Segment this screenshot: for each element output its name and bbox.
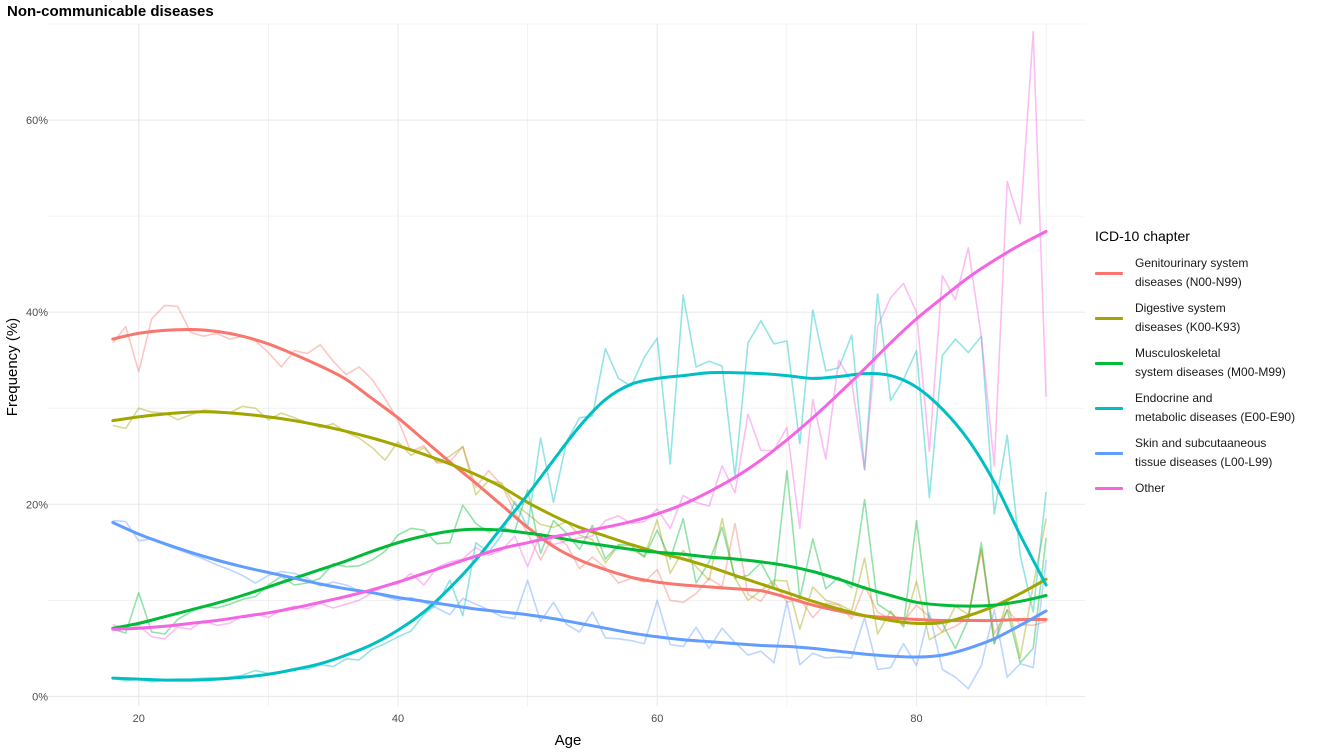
legend-swatch <box>1095 451 1123 455</box>
legend-item: Endocrine and metabolic diseases (E00-E90… <box>1095 389 1323 427</box>
series-1-raw-line <box>112 405 1047 659</box>
chart-title: Non-communicable diseases <box>7 3 214 20</box>
x-tick-label: 60 <box>651 713 663 725</box>
legend-swatch <box>1095 487 1123 490</box>
y-tick-label: 0% <box>32 691 48 703</box>
series-4-raw-line <box>112 519 1047 690</box>
legend-label: Other <box>1135 481 1166 495</box>
legend-item: Digestive system diseases (K00-K93) <box>1095 299 1323 337</box>
series-3-trend-line <box>111 370 1048 682</box>
series-5-raw-line <box>112 30 1047 640</box>
legend-label: Genitourinary system diseases (N00-N99) <box>1135 256 1249 289</box>
series-0-raw-line <box>112 304 1047 635</box>
series-2-raw-line <box>112 469 1047 664</box>
raw-series-lines <box>112 30 1047 690</box>
legend-label: Digestive system diseases (K00-K93) <box>1135 301 1241 334</box>
series-1-trend-line <box>111 410 1048 626</box>
legend-item: Skin and subcutaaneous tissue diseases (L… <box>1095 434 1323 472</box>
legend-item: Genitourinary system diseases (N00-N99) <box>1095 254 1323 292</box>
legend-item: Musculoskeletal system diseases (M00-M99) <box>1095 344 1323 382</box>
y-axis-label: Frequency (%) <box>4 318 21 416</box>
legend-swatch <box>1095 361 1123 365</box>
legend-label: Musculoskeletal system diseases (M00-M99) <box>1135 346 1286 379</box>
legend-label: Skin and subcutaaneous tissue diseases (L… <box>1135 436 1273 469</box>
legend: ICD-10 chapter Genitourinary system disea… <box>1095 228 1323 505</box>
y-tick-label: 20% <box>26 499 48 511</box>
series-0-trend-line <box>111 327 1048 623</box>
series-4-trend-line <box>111 521 1048 659</box>
x-tick-label: 80 <box>910 713 922 725</box>
series-5-trend-line <box>111 230 1048 631</box>
legend-swatch <box>1095 271 1123 275</box>
smooth-series-lines <box>111 230 1048 682</box>
y-tick-label: 40% <box>26 307 48 319</box>
x-tick-label: 40 <box>392 713 404 725</box>
series-2-trend-line <box>111 527 1048 630</box>
legend-swatch <box>1095 406 1123 410</box>
x-axis-ticks: 20 40 60 80 <box>133 713 923 725</box>
grid <box>48 23 1085 706</box>
x-axis-label: Age <box>555 732 582 749</box>
legend-items: Genitourinary system diseases (N00-N99) Di… <box>1095 254 1323 498</box>
legend-label: Endocrine and metabolic diseases (E00-E90… <box>1135 391 1296 424</box>
x-tick-label: 20 <box>133 713 145 725</box>
legend-title: ICD-10 chapter <box>1095 228 1190 244</box>
legend-swatch <box>1095 316 1123 320</box>
y-axis-ticks: 0% 20% 40% 60% <box>26 115 48 703</box>
y-tick-label: 60% <box>26 115 48 127</box>
legend-item: Other <box>1095 479 1323 498</box>
